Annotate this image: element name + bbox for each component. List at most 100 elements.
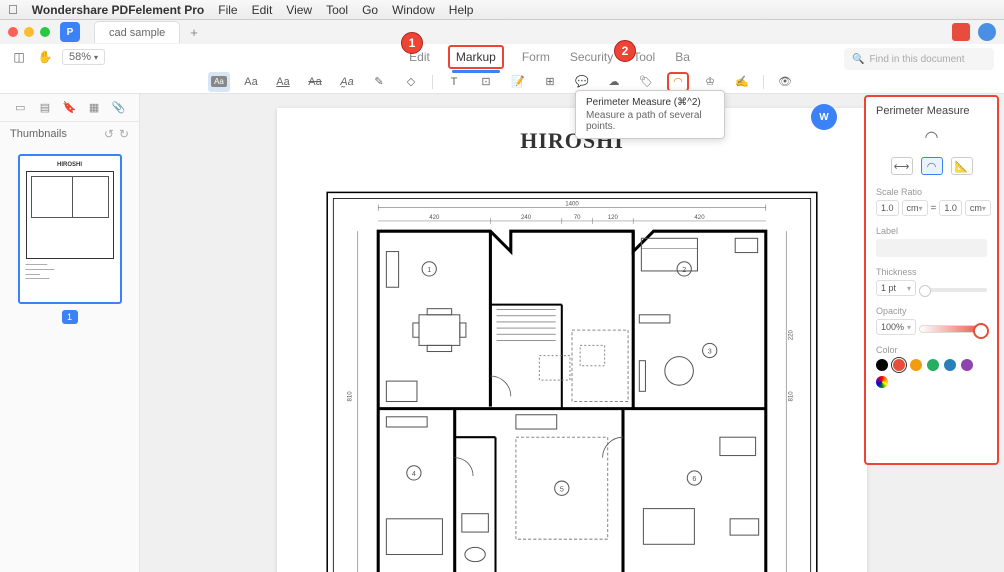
thumbnails-tab-icon[interactable]: ▭ [12,100,28,116]
menu-window[interactable]: Window [392,3,435,17]
maximize-window[interactable] [40,27,50,37]
svg-text:810: 810 [787,391,794,402]
signature-tool[interactable]: ✍ [731,72,753,92]
color-swatch[interactable] [927,359,939,371]
tag-tool[interactable]: 🏷 [635,72,657,92]
app-logo-icon: P [60,22,80,42]
menu-file[interactable]: File [218,3,237,17]
shopping-bag-icon[interactable] [952,23,970,41]
color-swatch[interactable] [910,359,922,371]
perimeter-mode-button[interactable]: ◠ [921,157,943,175]
label-label: Label [876,226,987,236]
tab-markup[interactable]: Markup [448,45,504,69]
distance-mode-button[interactable]: ⟷ [891,157,913,175]
scale-unit-1[interactable]: cm▾ [902,200,928,216]
account-avatar[interactable] [978,23,996,41]
outline-tab-icon[interactable]: 🔖 [61,100,77,116]
color-swatch[interactable] [876,359,888,371]
thumb-floorplan [26,171,114,259]
attachments-tab-icon[interactable]: 📎 [111,100,127,116]
svg-text:70: 70 [574,214,581,221]
svg-text:2: 2 [682,266,686,274]
sidebar-toggle-icon[interactable]: ◫ [10,48,28,66]
menu-help[interactable]: Help [449,3,474,17]
svg-text:6: 6 [692,475,696,483]
page-heading: HIROSHI [317,128,827,154]
left-sidebar: ▭ ▤ 🔖 ▦ 📎 Thumbnails ↺ ↻ HIROSHI ━━━━━━━… [0,94,140,572]
cloud-tool[interactable]: ☁ [603,72,625,92]
perimeter-tooltip: Perimeter Measure (⌘^2) Measure a path o… [575,90,725,139]
minimize-window[interactable] [24,27,34,37]
thickness-dropdown[interactable]: 1 pt▾ [876,280,916,296]
apple-menu[interactable]:  [8,2,18,17]
sidebar-title: Thumbnails [10,128,67,140]
separator [763,75,764,89]
color-swatch[interactable] [944,359,956,371]
svg-text:1400: 1400 [565,201,579,208]
show-comments-tool[interactable]: 👁 [774,72,796,92]
document-tab[interactable]: cad sample [94,21,180,43]
opacity-dropdown[interactable]: 100%▾ [876,319,916,335]
tooltip-desc: Measure a path of several points. [586,110,714,132]
color-swatch[interactable] [893,359,905,371]
label-input[interactable] [876,239,987,257]
new-tab-button[interactable]: + [190,25,198,40]
search-field[interactable]: 🔍 Find in this document [844,48,994,70]
stamp-tool[interactable]: ♔ [699,72,721,92]
callout-tool[interactable]: ⊡ [475,72,497,92]
color-swatch[interactable] [961,359,973,371]
comments-tab-icon[interactable]: ▦ [86,100,102,116]
tab-form[interactable]: Form [520,46,552,68]
scale-unit-2[interactable]: cm▾ [965,200,991,216]
svg-text:810: 810 [347,391,354,402]
text-callout-tool[interactable]: ⊞ [539,72,561,92]
mac-menubar:  Wondershare PDFelement Pro File Edit V… [0,0,1004,20]
text-box-tool[interactable]: T [443,72,465,92]
perimeter-measure-panel: Perimeter Measure ◠ ⟷ ◠ 📐 Scale Ratio 1.… [864,95,999,465]
close-window[interactable] [8,27,18,37]
color-swatches [876,359,987,388]
tab-security[interactable]: Security [568,46,615,68]
highlight-tool[interactable]: Aa [240,72,262,92]
bookmarks-tab-icon[interactable]: ▤ [37,100,53,116]
strikethrough-tool[interactable]: Aa [304,72,326,92]
rotate-right-icon[interactable]: ↻ [119,127,129,141]
scale-value-2[interactable]: 1.0 [939,200,962,216]
page-number: 1 [62,310,78,324]
hand-tool-icon[interactable]: ✋ [36,48,54,66]
highlight-area-tool[interactable]: Aa [208,72,230,92]
note-tool[interactable]: 📝 [507,72,529,92]
squiggly-tool[interactable]: A̰a [336,72,358,92]
search-icon: 🔍 [852,54,864,65]
zoom-value: 58% [69,51,91,63]
panel-title: Perimeter Measure [876,105,987,117]
menu-go[interactable]: Go [362,3,378,17]
svg-text:240: 240 [521,214,532,221]
menu-view[interactable]: View [286,3,312,17]
color-picker-swatch[interactable] [876,376,888,388]
svg-text:420: 420 [694,214,705,221]
perimeter-measure-tool[interactable]: ◠ [667,72,689,92]
menu-tool[interactable]: Tool [326,3,348,17]
svg-text:120: 120 [608,214,619,221]
page-thumbnail[interactable]: HIROSHI ━━━━━━━━━━━━━━━━━━━━━━━━━━━━━━━━… [18,154,122,304]
measure-preview-icon: ◠ [876,127,987,147]
rotate-left-icon[interactable]: ↺ [104,127,114,141]
opacity-slider[interactable] [919,325,987,333]
sticky-note-tool[interactable]: 💬 [571,72,593,92]
wps-badge-icon[interactable]: W [811,104,837,130]
area-mode-button[interactable]: 📐 [951,157,973,175]
menu-edit[interactable]: Edit [252,3,273,17]
tab-batch[interactable]: Ba [673,46,692,68]
eraser-tool[interactable]: ◇ [400,72,422,92]
scale-value-1[interactable]: 1.0 [876,200,899,216]
floorplan-diagram: 1400 420 240 70 120 420 810 810 220 [317,172,827,572]
zoom-dropdown[interactable]: 58% ▾ [62,49,105,65]
opacity-label: Opacity [876,306,987,316]
thickness-slider[interactable] [919,288,987,292]
pencil-tool[interactable]: ✎ [368,72,390,92]
underline-tool[interactable]: Aa [272,72,294,92]
app-name[interactable]: Wondershare PDFelement Pro [32,3,205,17]
svg-text:420: 420 [429,214,440,221]
svg-text:3: 3 [708,348,712,356]
